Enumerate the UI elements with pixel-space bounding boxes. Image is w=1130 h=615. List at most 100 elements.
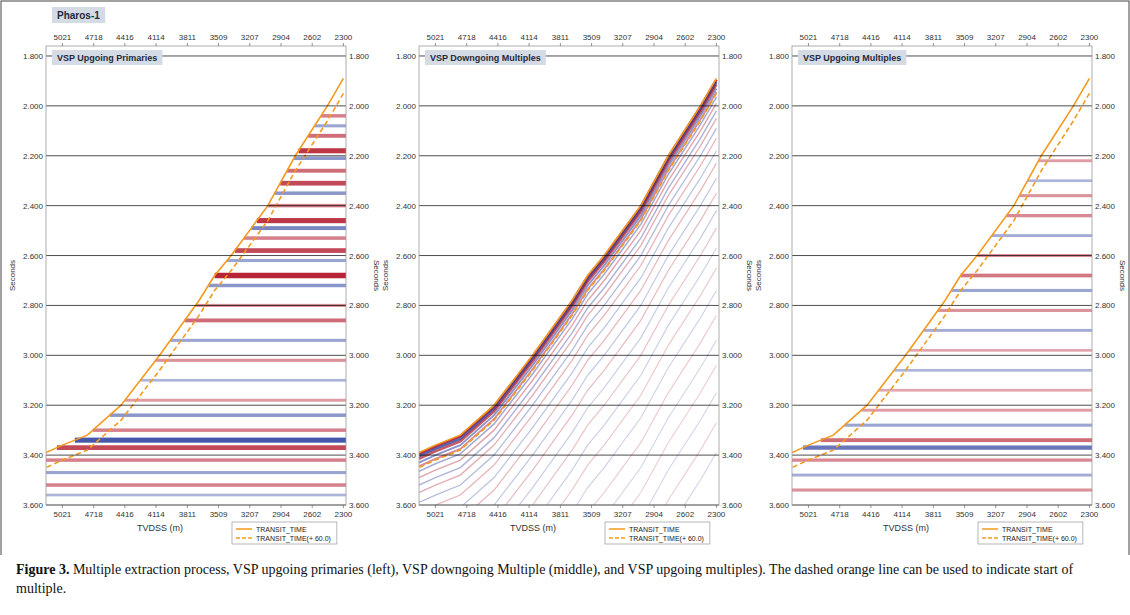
multiple (419, 315, 716, 505)
y-tick-label: 3.200 (349, 401, 370, 410)
legend-box (978, 522, 1083, 544)
tick (497, 505, 498, 508)
x-tick-label: 3811 (179, 510, 197, 519)
panel-title-text: VSP Upgoing Primaries (57, 53, 157, 63)
y-tick-label: 1.800 (1095, 52, 1116, 61)
tick (281, 43, 282, 46)
well-label: Pharos-1 (52, 7, 105, 23)
legend-label: TRANSIT_TIME (1002, 526, 1053, 534)
reflection (251, 226, 346, 230)
y-tick-label: 1.800 (396, 52, 417, 61)
grid-line (46, 155, 346, 156)
y-tick-label: 2.000 (769, 102, 790, 111)
x-tick-label: 4416 (489, 510, 507, 519)
caption-text: Multiple extraction process, VSP upgoing… (16, 562, 1073, 596)
y-tick-label: 3.200 (722, 401, 743, 410)
x-tick-label: 4718 (831, 33, 849, 42)
grid-line (419, 105, 719, 106)
multiple (419, 453, 716, 505)
x-tick-label: 3811 (179, 33, 197, 42)
tick (497, 43, 498, 46)
reflection (792, 474, 1092, 477)
x-tick-label: 4416 (862, 510, 880, 519)
x-tick-label: 2602 (1049, 33, 1067, 42)
tick (870, 505, 871, 508)
reflection (299, 148, 346, 153)
x-tick-label: 5021 (54, 510, 72, 519)
transit-line (419, 93, 716, 467)
x-tick-label: 3207 (614, 33, 632, 42)
legend-swatch (236, 537, 252, 539)
transit-line (792, 78, 1089, 452)
panel-title: VSP Downgoing Multiples (425, 50, 546, 65)
x-tick-label: 4416 (116, 510, 134, 519)
reflection (308, 134, 346, 138)
x-tick-label: 5021 (800, 33, 818, 42)
multiple (419, 97, 716, 471)
y-tick-label: 3.000 (349, 351, 370, 360)
tick (529, 505, 530, 508)
grid-line (792, 155, 1092, 156)
reflection (275, 191, 346, 195)
tick (808, 43, 809, 46)
y-tick-label: 3.600 (722, 501, 743, 510)
x-tick-label: 3207 (241, 33, 259, 42)
legend: TRANSIT_TIMETRANSIT_TIME(+ 60.0) (978, 522, 1083, 544)
x-tick-label: 3207 (614, 510, 632, 519)
y-tick-label: 2.000 (23, 102, 44, 111)
y-tick-label: 2.400 (722, 202, 743, 211)
reflection (156, 359, 346, 362)
x-tick-label: 2300 (335, 510, 353, 519)
y-tick-label: 2.400 (23, 202, 44, 211)
x-tick-label: 2904 (645, 510, 663, 519)
x-tick-label: 4416 (489, 33, 507, 42)
reflection (938, 309, 1092, 312)
tick (435, 43, 436, 46)
tick (716, 43, 717, 46)
transit-line (792, 93, 1089, 467)
reflection (46, 483, 346, 487)
x-tick-label: 3811 (552, 33, 570, 42)
reflection (235, 248, 346, 253)
y-axis-title: Seconds (1118, 260, 1127, 291)
multiple (419, 85, 716, 459)
reflection (924, 329, 1092, 332)
grid-line (419, 205, 719, 206)
reflection (46, 494, 346, 497)
reflection (845, 424, 1092, 427)
y-tick-label: 2.200 (1095, 152, 1116, 161)
reflection (1006, 214, 1092, 217)
reflection (992, 234, 1092, 237)
x-tick-label: 4114 (520, 33, 538, 42)
legend-swatch (982, 528, 998, 530)
x-tick-label: 5021 (427, 33, 445, 42)
grid-line (46, 105, 346, 106)
x-axis-title: TVDSS (m) (510, 523, 556, 533)
x-tick-label: 2602 (1049, 510, 1067, 519)
tick (249, 505, 250, 508)
transit-line (46, 78, 343, 452)
grid-line (792, 455, 1092, 456)
grid-line (792, 405, 1092, 406)
x-tick-label: 5021 (427, 510, 445, 519)
legend-swatch (982, 537, 998, 539)
y-axis-title: Seconds (754, 260, 763, 291)
tick (1058, 43, 1059, 46)
reflection (879, 389, 1092, 392)
marks (46, 78, 346, 496)
tick (435, 505, 436, 508)
tick (93, 43, 94, 46)
tick (933, 505, 934, 508)
multiple (419, 163, 716, 505)
legend-label: TRANSIT_TIME(+ 60.0) (629, 535, 704, 543)
y-tick-label: 3.400 (349, 451, 370, 460)
y-tick-label: 2.000 (1095, 102, 1116, 111)
y-axis-title: Seconds (372, 260, 381, 291)
tick (685, 505, 686, 508)
multiple (419, 228, 716, 505)
x-tick-label: 4114 (893, 510, 911, 519)
x-tick-label: 4718 (831, 510, 849, 519)
reflection (93, 428, 346, 432)
x-tick-label: 4114 (520, 510, 538, 519)
multiple (419, 92, 716, 466)
